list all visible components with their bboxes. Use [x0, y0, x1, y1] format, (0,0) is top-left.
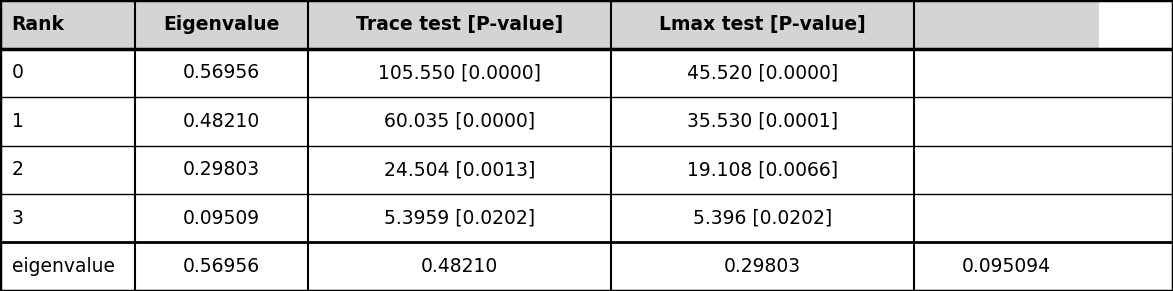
Bar — [0, 194, 135, 242]
Bar — [135, 97, 308, 146]
Text: 0.09509: 0.09509 — [183, 209, 260, 228]
Bar — [0, 146, 135, 194]
Bar — [914, 242, 1099, 291]
Text: 60.035 [0.0000]: 60.035 [0.0000] — [385, 112, 535, 131]
Bar — [914, 146, 1099, 194]
Bar — [308, 97, 611, 146]
Bar — [611, 0, 914, 49]
Text: 35.530 [0.0001]: 35.530 [0.0001] — [687, 112, 838, 131]
Text: 0.29803: 0.29803 — [183, 160, 260, 179]
Bar — [611, 194, 914, 242]
Bar — [308, 242, 611, 291]
Bar — [611, 97, 914, 146]
Bar — [135, 49, 308, 97]
Text: 5.396 [0.0202]: 5.396 [0.0202] — [693, 209, 832, 228]
Text: Rank: Rank — [12, 15, 65, 34]
Text: 0.56956: 0.56956 — [183, 257, 260, 276]
Text: eigenvalue: eigenvalue — [12, 257, 115, 276]
Text: 1: 1 — [12, 112, 23, 131]
Text: Lmax test [P-value]: Lmax test [P-value] — [659, 15, 866, 34]
Bar — [308, 0, 611, 49]
Text: Trace test [P-value]: Trace test [P-value] — [357, 15, 563, 34]
Text: 45.520 [0.0000]: 45.520 [0.0000] — [687, 63, 838, 82]
Bar — [308, 194, 611, 242]
Bar — [914, 194, 1099, 242]
Text: 0.095094: 0.095094 — [962, 257, 1051, 276]
Bar — [308, 49, 611, 97]
Bar — [0, 0, 135, 49]
Bar — [611, 146, 914, 194]
Bar — [135, 0, 308, 49]
Bar — [914, 0, 1099, 49]
Text: 0.48210: 0.48210 — [183, 112, 260, 131]
Bar — [135, 194, 308, 242]
Text: 5.3959 [0.0202]: 5.3959 [0.0202] — [385, 209, 535, 228]
Bar — [135, 242, 308, 291]
Bar — [0, 242, 135, 291]
Text: 0.56956: 0.56956 — [183, 63, 260, 82]
Bar — [611, 242, 914, 291]
Text: 24.504 [0.0013]: 24.504 [0.0013] — [384, 160, 536, 179]
Bar — [135, 146, 308, 194]
Text: 3: 3 — [12, 209, 23, 228]
Text: 2: 2 — [12, 160, 23, 179]
Bar — [0, 97, 135, 146]
Text: 19.108 [0.0066]: 19.108 [0.0066] — [687, 160, 838, 179]
Text: 0.29803: 0.29803 — [724, 257, 801, 276]
Text: 0.48210: 0.48210 — [421, 257, 499, 276]
Text: 0: 0 — [12, 63, 23, 82]
Bar — [914, 97, 1099, 146]
Bar — [308, 146, 611, 194]
Bar — [914, 49, 1099, 97]
Bar — [611, 49, 914, 97]
Bar — [0, 49, 135, 97]
Text: 105.550 [0.0000]: 105.550 [0.0000] — [379, 63, 541, 82]
Text: Eigenvalue: Eigenvalue — [163, 15, 280, 34]
